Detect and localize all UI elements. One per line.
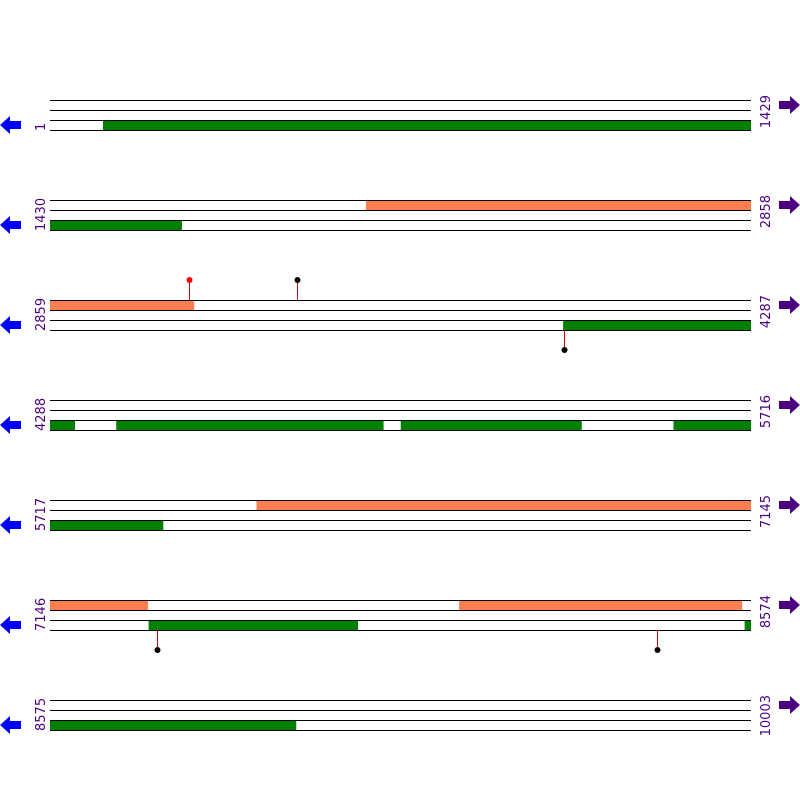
reverse-feature-bar xyxy=(116,421,384,430)
row-start-coordinate: 5717 xyxy=(34,498,49,531)
site-marker xyxy=(154,647,161,653)
row-start-coordinate: 4288 xyxy=(34,398,49,431)
reverse-arrow-icon xyxy=(0,416,21,434)
row-start-coordinate: 1430 xyxy=(34,198,49,231)
reverse-arrow-icon xyxy=(0,116,21,134)
row-start-coordinate: 8575 xyxy=(34,698,49,731)
forward-feature-bar xyxy=(50,601,149,610)
reverse-feature-bar xyxy=(102,121,751,130)
row-start-coordinate: 2859 xyxy=(34,298,49,331)
row-end-coordinate: 8574 xyxy=(759,595,774,628)
forward-arrow-icon xyxy=(779,96,800,114)
forward-feature-bar xyxy=(365,201,751,210)
forward-feature-bar xyxy=(256,501,751,510)
row-end-coordinate: 10003 xyxy=(759,695,774,736)
row-end-coordinate: 7145 xyxy=(759,495,774,528)
forward-arrow-icon xyxy=(779,396,800,414)
reverse-feature-bar xyxy=(50,521,164,530)
forward-arrow-icon xyxy=(779,296,800,314)
reverse-feature-bar xyxy=(563,321,751,330)
forward-feature-bar xyxy=(459,601,743,610)
row-end-coordinate: 5716 xyxy=(759,395,774,428)
forward-arrow-icon xyxy=(779,596,800,614)
row-start-coordinate: 1 xyxy=(34,123,49,131)
row-end-coordinate: 4287 xyxy=(759,295,774,328)
reverse-feature-bar xyxy=(673,421,751,430)
reverse-arrow-icon xyxy=(0,316,21,334)
site-marker xyxy=(654,647,661,653)
row-start-coordinate: 7146 xyxy=(34,598,49,631)
forward-arrow-icon xyxy=(779,496,800,514)
site-marker xyxy=(561,347,568,353)
reverse-feature-bar xyxy=(744,621,751,630)
row-end-coordinate: 2858 xyxy=(759,195,774,228)
reverse-feature-bar xyxy=(50,721,297,730)
site-marker xyxy=(294,277,301,283)
forward-arrow-icon xyxy=(779,696,800,714)
reverse-feature-bar xyxy=(400,421,582,430)
reverse-arrow-icon xyxy=(0,516,21,534)
forward-arrow-icon xyxy=(779,196,800,214)
site-marker xyxy=(186,277,193,283)
forward-feature-bar xyxy=(50,301,195,310)
reverse-arrow-icon xyxy=(0,716,21,734)
reverse-feature-bar xyxy=(148,621,359,630)
reverse-feature-bar xyxy=(50,421,76,430)
reverse-arrow-icon xyxy=(0,616,21,634)
reverse-arrow-icon xyxy=(0,216,21,234)
row-end-coordinate: 1429 xyxy=(759,95,774,128)
reverse-feature-bar xyxy=(50,221,182,230)
